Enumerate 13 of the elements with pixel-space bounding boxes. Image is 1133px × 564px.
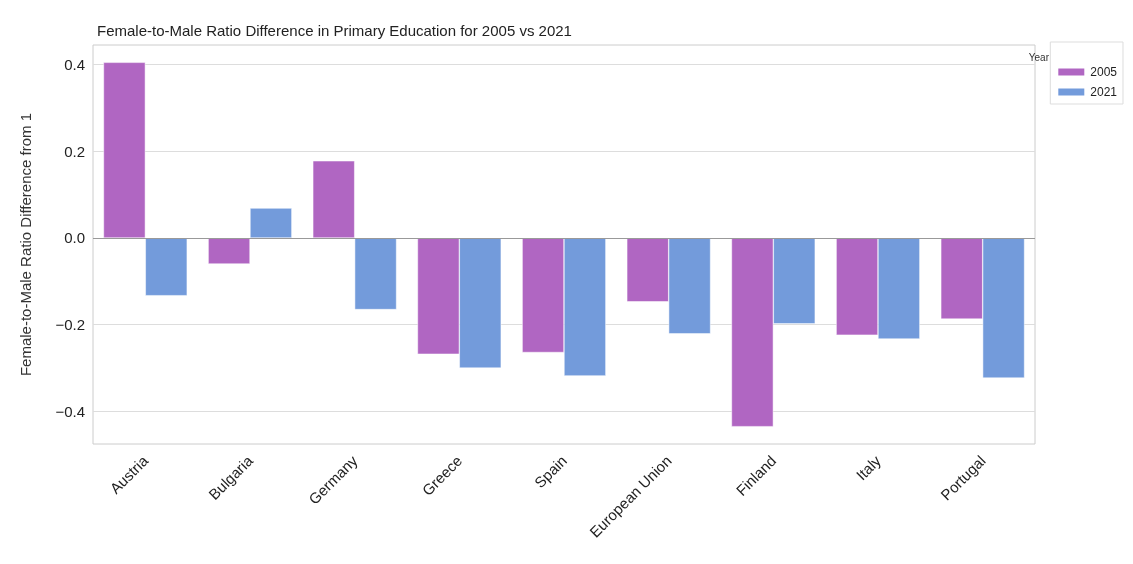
y-tick-label: 0.4 xyxy=(64,56,85,74)
y-tick-label: −0.4 xyxy=(55,402,85,420)
bar xyxy=(208,237,250,265)
y-axis-title: Female-to-Male Ratio Difference from 1 xyxy=(17,112,34,377)
legend-label: 2005 xyxy=(1090,65,1118,79)
x-tick-label: Italy xyxy=(852,451,885,484)
bar xyxy=(250,208,292,238)
legend-title: Year xyxy=(1028,51,1050,63)
y-tick-label: 0.2 xyxy=(64,142,85,160)
y-tick-label: −0.2 xyxy=(55,316,85,334)
chart-title: Female-to-Male Ratio Difference in Primary Education for 2005 vs 2021 xyxy=(97,22,572,39)
y-tick-label: 0.0 xyxy=(64,229,85,247)
legend-label: 2021 xyxy=(1090,85,1118,99)
